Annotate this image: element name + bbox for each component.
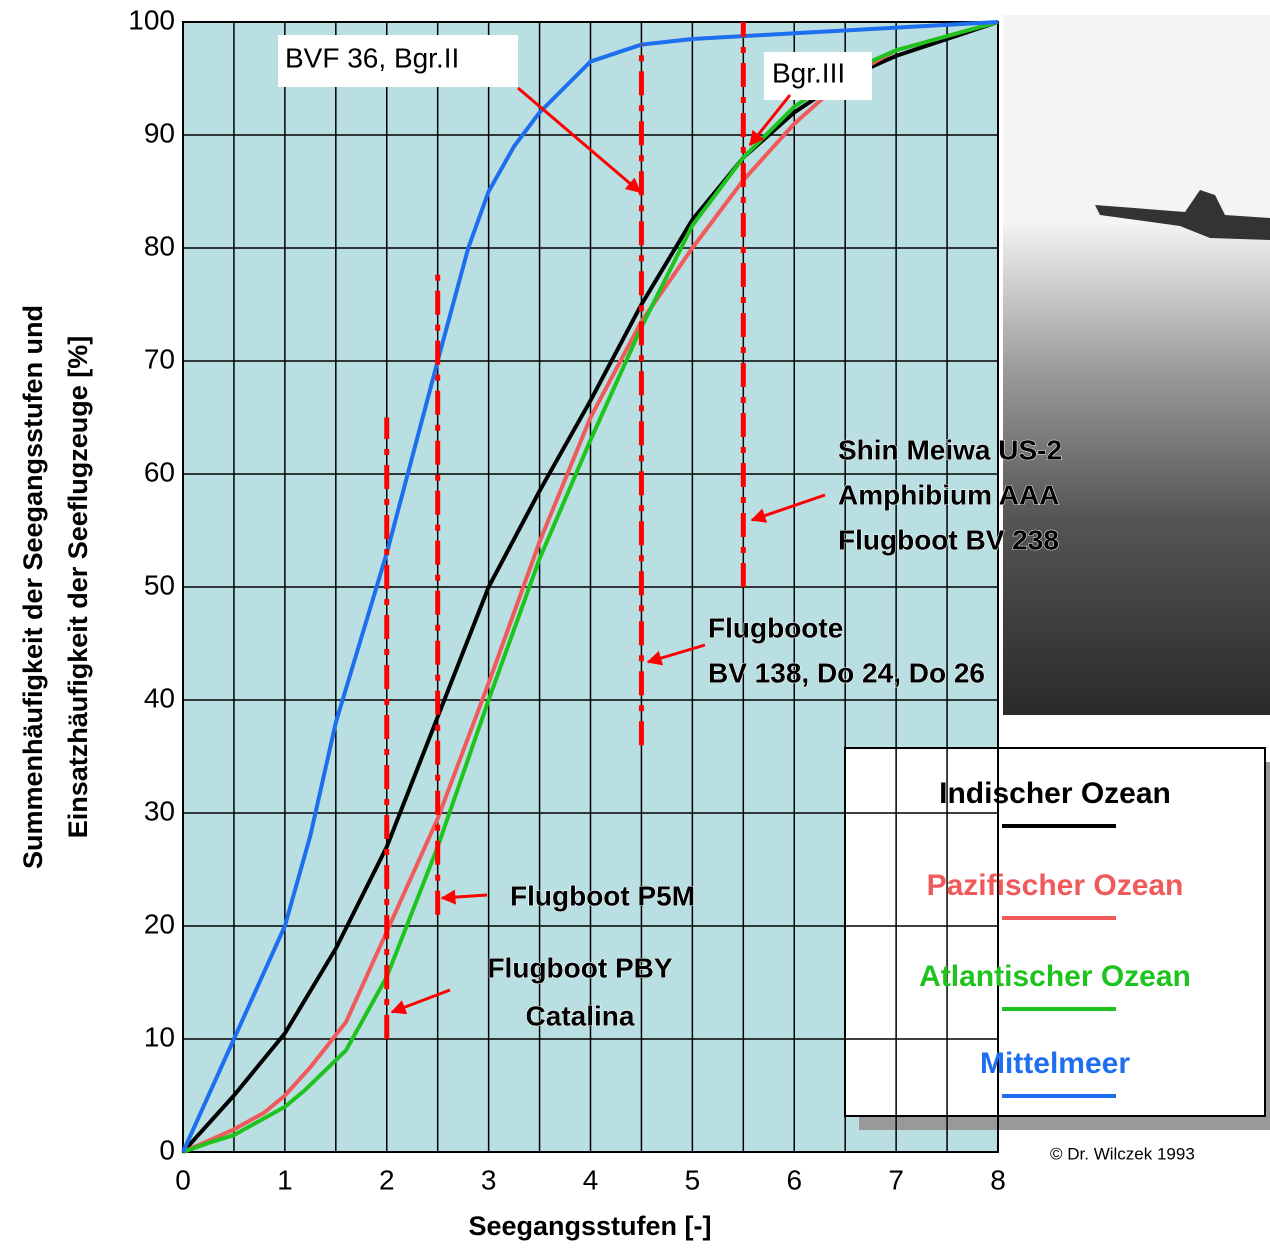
photo: [1003, 15, 1270, 715]
copyright: © Dr. Wilczek 1993: [1050, 1144, 1195, 1163]
line-series: [182, 20, 999, 1154]
x-tick-label: 1: [277, 1164, 293, 1195]
annotation-arrow: [748, 94, 792, 147]
x-tick-label: 0: [175, 1164, 191, 1195]
x-tick-label: 2: [379, 1164, 395, 1195]
y-tick-label: 50: [144, 569, 175, 600]
y-tick-label: 80: [144, 230, 175, 261]
annotation: Bgr.III: [772, 57, 845, 88]
y-tick-label: 60: [144, 456, 175, 487]
annotation-arrow: [440, 889, 488, 905]
annotation: Amphibium AAA: [838, 479, 1059, 510]
y-tick-label: 10: [144, 1021, 175, 1052]
annotation: Catalina: [526, 1000, 635, 1031]
annotation-arrow: [646, 643, 706, 666]
annotation: BVF 36, Bgr.II: [285, 42, 459, 73]
legend-label: Pazifischer Ozean: [927, 869, 1184, 902]
annotation: Flugboot PBY: [487, 952, 672, 983]
y-tick-label: 40: [144, 682, 175, 713]
line-series: [182, 20, 999, 1154]
x-tick-label: 7: [888, 1164, 904, 1195]
annotation-arrow: [750, 493, 826, 523]
annotation: BV 138, Do 24, Do 26: [708, 657, 985, 688]
annotation-arrow: [517, 86, 642, 194]
plot-border: [182, 21, 999, 1153]
x-tick-label: 5: [685, 1164, 701, 1195]
y-axis-label: Summenhäufigkeit der Seegangsstufen und: [18, 305, 48, 869]
annotation-box: [764, 52, 872, 100]
x-tick-label: 8: [990, 1164, 1006, 1195]
annotation: Flugboot P5M: [510, 880, 695, 911]
x-axis-label: Seegangsstufen [-]: [468, 1211, 711, 1241]
y-tick-label: 90: [144, 117, 175, 148]
annotation: Flugboote: [708, 612, 843, 643]
x-tick-label: 3: [481, 1164, 497, 1195]
x-tick-label: 6: [786, 1164, 802, 1195]
y-tick-label: 70: [144, 343, 175, 374]
x-tick-label: 4: [583, 1164, 599, 1195]
y-tick-label: 0: [159, 1134, 175, 1165]
y-tick-label: 100: [128, 4, 175, 35]
y-tick-label: 20: [144, 908, 175, 939]
legend-label: Atlantischer Ozean: [919, 960, 1191, 993]
y-tick-label: 30: [144, 795, 175, 826]
legend: [844, 747, 1266, 1117]
legend-label: Mittelmeer: [980, 1047, 1130, 1080]
annotation-box: [278, 35, 518, 87]
annotation-arrow: [390, 988, 451, 1015]
line-series: [181, 20, 999, 1153]
annotation: Flugboot BV 238: [838, 524, 1059, 555]
y-axis-label: Einsatzhäufigkeit der Seeflugzeuge [%]: [63, 336, 93, 839]
annotation: Shin Meiwa US-2: [838, 434, 1062, 465]
legend-label: Indischer Ozean: [939, 777, 1171, 810]
